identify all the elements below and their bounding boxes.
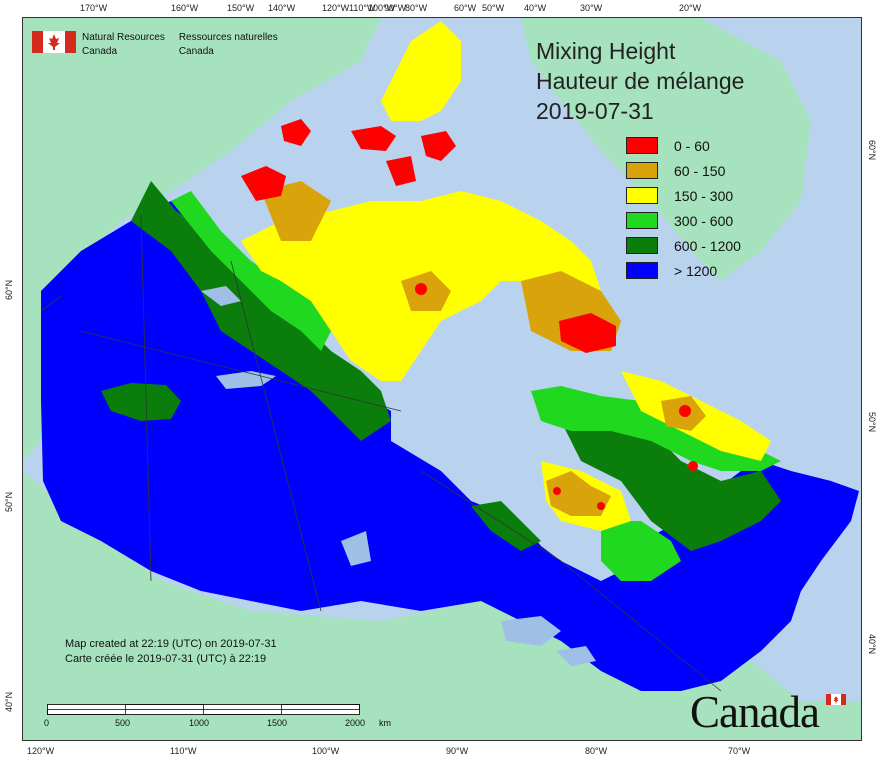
tick-bottom: 100°W bbox=[312, 746, 340, 756]
legend-item: 600 - 1200 bbox=[626, 233, 741, 258]
canada-flag-icon bbox=[32, 31, 76, 53]
legend-item: 60 - 150 bbox=[626, 158, 741, 183]
tick-top: 30°W bbox=[580, 3, 603, 13]
region-0-60-dot1 bbox=[415, 283, 427, 295]
tick-top: 140°W bbox=[268, 3, 296, 13]
legend-item: 150 - 300 bbox=[626, 183, 741, 208]
region-0-60-dot2 bbox=[679, 405, 691, 417]
legend-label: 60 - 150 bbox=[674, 162, 726, 179]
scale-label: 500 bbox=[115, 718, 131, 728]
tick-top: 150°W bbox=[227, 3, 255, 13]
agency-name-fr: Ressources naturelles Canada bbox=[178, 32, 278, 57]
tick-top: 120°W bbox=[322, 3, 350, 13]
scale-label: 1000 bbox=[189, 718, 210, 728]
title-en: Mixing Height bbox=[536, 38, 676, 64]
greenland-land bbox=[521, 18, 811, 281]
tick-top: 170°W bbox=[80, 3, 108, 13]
tick-bottom: 90°W bbox=[446, 746, 469, 756]
agency-name-en: Natural Resources Canada bbox=[82, 32, 165, 57]
scale-unit: km bbox=[379, 718, 391, 728]
legend-label: 600 - 1200 bbox=[674, 237, 741, 254]
legend-label: 0 - 60 bbox=[674, 137, 710, 154]
creation-note-en: Map created at 22:19 (UTC) on 2019-07-31 bbox=[65, 638, 277, 650]
lake-2 bbox=[201, 286, 241, 306]
tick-top: 80°W bbox=[405, 3, 428, 13]
borders bbox=[40, 215, 722, 692]
legend-swatch bbox=[626, 162, 658, 179]
tick-top: 90°W bbox=[384, 3, 407, 13]
legend-swatch bbox=[626, 212, 658, 229]
legend-label: > 1200 bbox=[674, 262, 718, 279]
tick-bottom: 70°W bbox=[728, 746, 751, 756]
region-0-60-b bbox=[241, 166, 286, 201]
tick-top: 100°W bbox=[368, 3, 396, 13]
legend-swatch bbox=[626, 187, 658, 204]
tick-top: 20°W bbox=[679, 3, 702, 13]
region-600-1200-island bbox=[101, 383, 181, 421]
lake-3 bbox=[341, 531, 371, 566]
region-0-60-dot4 bbox=[553, 487, 561, 495]
title-date: 2019-07-31 bbox=[536, 98, 654, 124]
tick-left: 40°N bbox=[4, 691, 14, 712]
scale-labels: 0 500 1000 1500 2000 km bbox=[44, 718, 407, 730]
tick-top: 160°W bbox=[171, 3, 199, 13]
tick-left: 60°N bbox=[4, 279, 14, 300]
canada-wordmark: Canada bbox=[690, 687, 820, 737]
hudson-bay bbox=[391, 341, 531, 471]
title-fr: Hauteur de mélange bbox=[536, 68, 745, 94]
region-0-60-dot5 bbox=[597, 502, 605, 510]
region-0-60-d bbox=[421, 131, 456, 161]
legend-item: 300 - 600 bbox=[626, 208, 741, 233]
tick-top: 50°W bbox=[482, 3, 505, 13]
scale-label: 2000 bbox=[345, 718, 366, 728]
creation-note-fr: Carte créée le 2019-07-31 (UTC) à 22:19 bbox=[65, 653, 267, 665]
legend-item: 0 - 60 bbox=[626, 133, 741, 158]
region-150-300-north bbox=[381, 21, 461, 121]
tick-right: 50°N bbox=[867, 412, 877, 433]
agency-signature: Natural Resources Canada Ressources natu… bbox=[32, 31, 292, 59]
region-0-60-e bbox=[386, 156, 416, 186]
lake-4 bbox=[501, 616, 561, 646]
tick-top: 110°W bbox=[349, 3, 376, 13]
tick-top: 60°W bbox=[454, 3, 477, 13]
legend-swatch bbox=[626, 137, 658, 154]
region-600-1200-west bbox=[131, 181, 391, 441]
region-600-1200-east bbox=[561, 411, 781, 551]
map-canvas[interactable] bbox=[22, 17, 862, 741]
lake-5 bbox=[556, 646, 596, 666]
map-title: Mixing Height Hauteur de mélange 2019-07… bbox=[536, 36, 744, 126]
legend-swatch bbox=[626, 262, 658, 279]
region-300-600-west bbox=[171, 191, 331, 351]
tick-right: 60°N bbox=[867, 140, 877, 161]
region-0-60-a bbox=[281, 119, 311, 146]
region-60-150-quebec bbox=[546, 471, 611, 516]
lake-1 bbox=[216, 371, 276, 389]
legend-label: 300 - 600 bbox=[674, 212, 734, 229]
map-layer bbox=[23, 18, 861, 740]
legend-item: > 1200 bbox=[626, 258, 741, 283]
scale-label: 1500 bbox=[267, 718, 288, 728]
tick-bottom: 120°W bbox=[27, 746, 55, 756]
region-0-60-dot3 bbox=[688, 461, 698, 471]
legend: 0 - 60 60 - 150 150 - 300 300 - 600 600 … bbox=[626, 133, 741, 283]
creation-note: Map created at 22:19 (UTC) on 2019-07-31… bbox=[65, 637, 277, 667]
region-300-600-quebec bbox=[601, 521, 681, 581]
legend-swatch bbox=[626, 237, 658, 254]
alaska-land bbox=[23, 18, 381, 301]
region-0-60-baffin bbox=[559, 313, 616, 353]
tick-right: 40°N bbox=[867, 634, 877, 655]
tick-top: 40°W bbox=[524, 3, 547, 13]
scale-label: 0 bbox=[44, 718, 50, 728]
tick-bottom: 110°W bbox=[170, 746, 197, 756]
tick-left: 50°N bbox=[4, 491, 14, 512]
wordmark-flag-icon bbox=[826, 692, 846, 705]
scale-bar bbox=[47, 703, 361, 721]
region-0-60-c bbox=[351, 126, 396, 151]
legend-label: 150 - 300 bbox=[674, 187, 734, 204]
tick-bottom: 80°W bbox=[585, 746, 608, 756]
